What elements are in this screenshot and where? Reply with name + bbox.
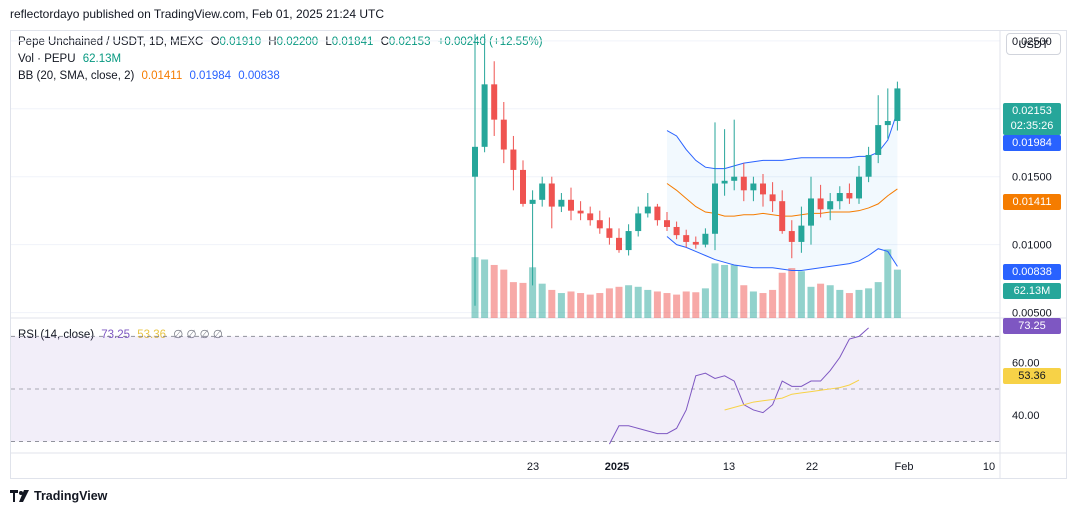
bar-countdown: 02:35:26 [1010, 120, 1054, 132]
rsi-legend[interactable]: RSI (14, close) 73.25 53.36 ∅ ∅ ∅ ∅ [18, 327, 227, 341]
low-value: 0.01841 [331, 36, 374, 48]
close-label: C [380, 36, 389, 48]
bb-upper-value: 0.01984 [189, 70, 232, 82]
rsi-label: RSI (14, close) [18, 329, 95, 341]
bb-basis-badge: 0.01411 [1003, 194, 1061, 210]
rsi-ma-value: 53.36 [137, 329, 167, 341]
brand-name: TradingView [34, 489, 108, 503]
publish-info: reflectordayo published on TradingView.c… [10, 7, 385, 21]
rsi-value: 73.25 [101, 329, 131, 341]
bb-upper-badge: 0.01984 [1003, 135, 1061, 151]
tradingview-logo[interactable]: TradingView [10, 489, 107, 503]
bb-legend[interactable]: BB (20, SMA, close, 2) 0.01411 0.01984 0… [18, 70, 284, 82]
symbol-legend: Pepe Unchained / USDT, 1D, MEXC O0.01910… [18, 36, 547, 48]
bb-lower-badge: 0.00838 [1003, 264, 1061, 280]
chart-frame [10, 30, 1067, 479]
tradingview-icon [10, 490, 29, 502]
close-value: 0.02153 [388, 36, 431, 48]
open-value: 0.01910 [219, 36, 262, 48]
change-value: +0.00240 (+12.55%) [437, 36, 543, 48]
rsi-badge: 73.25 [1003, 318, 1061, 334]
volume-legend[interactable]: Vol · PEPU 62.13M [18, 53, 125, 65]
bb-lower-value: 0.00838 [238, 70, 280, 82]
currency-unit-button[interactable]: USDT [1006, 33, 1061, 55]
volume-badge: 62.13M [1003, 283, 1061, 299]
open-label: O [210, 36, 220, 48]
bb-label: BB (20, SMA, close, 2) [18, 70, 135, 82]
bb-basis-value: 0.01411 [141, 70, 183, 82]
last-price: 0.02153 [1012, 105, 1052, 117]
rsi-empty-values: ∅ ∅ ∅ ∅ [173, 329, 223, 341]
low-label: L [325, 36, 332, 48]
volume-label: Vol · PEPU [18, 53, 76, 65]
volume-value: 62.13M [82, 53, 122, 65]
symbol-title[interactable]: Pepe Unchained / USDT, 1D, MEXC [18, 36, 204, 48]
rsi-ma-badge: 53.36 [1003, 368, 1061, 384]
last-price-badge: 0.02153 02:35:26 [1003, 103, 1061, 135]
high-value: 0.02200 [276, 36, 319, 48]
high-label: H [268, 36, 277, 48]
